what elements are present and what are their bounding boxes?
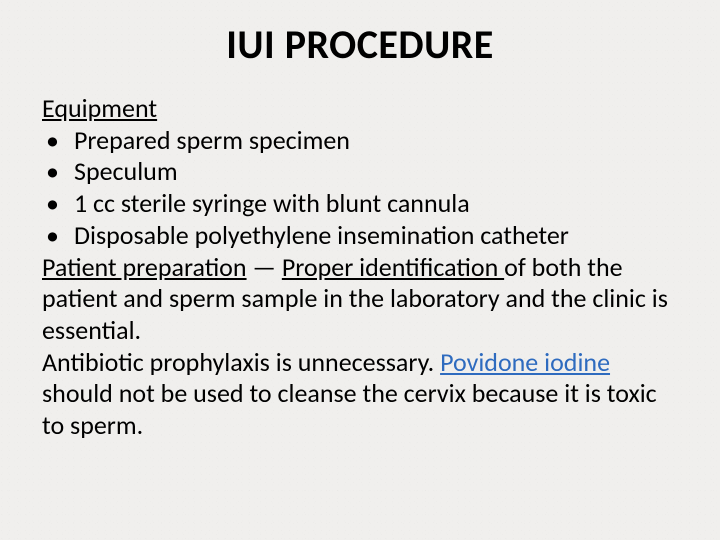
- equipment-heading-text: Equipment: [42, 92, 157, 124]
- povidone-iodine-link[interactable]: Povidone iodine: [440, 346, 610, 378]
- bullet-item: • Speculum: [42, 156, 678, 188]
- slide-title: IUI PROCEDURE: [42, 20, 678, 69]
- patient-prep-label: Patient preparation: [42, 251, 247, 283]
- antibiotic-pre: Antibiotic prophylaxis is unnecessary.: [42, 346, 440, 378]
- bullet-item: • 1 cc sterile syringe with blunt cannul…: [42, 188, 678, 220]
- patient-prep-paragraph: Patient preparation — Proper identificat…: [42, 252, 678, 347]
- bullet-text: Prepared sperm specimen: [74, 125, 678, 157]
- body-text: Equipment • Prepared sperm specimen • Sp…: [42, 93, 678, 442]
- bullet-dot-icon: •: [42, 125, 74, 157]
- patient-prep-dash: —: [247, 251, 282, 283]
- bullet-dot-icon: •: [42, 156, 74, 188]
- bullet-item: • Disposable polyethylene insemination c…: [42, 220, 678, 252]
- proper-id-label: Proper identification: [282, 251, 504, 283]
- bullet-text: 1 cc sterile syringe with blunt cannula: [74, 188, 678, 220]
- bullet-text: Disposable polyethylene insemination cat…: [74, 220, 678, 252]
- antibiotic-paragraph: Antibiotic prophylaxis is unnecessary. P…: [42, 347, 678, 442]
- bullet-item: • Prepared sperm specimen: [42, 125, 678, 157]
- bullet-dot-icon: •: [42, 188, 74, 220]
- bullet-dot-icon: •: [42, 220, 74, 252]
- antibiotic-post: should not be used to cleanse the cervix…: [42, 377, 657, 441]
- slide: IUI PROCEDURE Equipment • Prepared sperm…: [0, 0, 720, 540]
- bullet-text: Speculum: [74, 156, 678, 188]
- equipment-heading: Equipment: [42, 93, 678, 125]
